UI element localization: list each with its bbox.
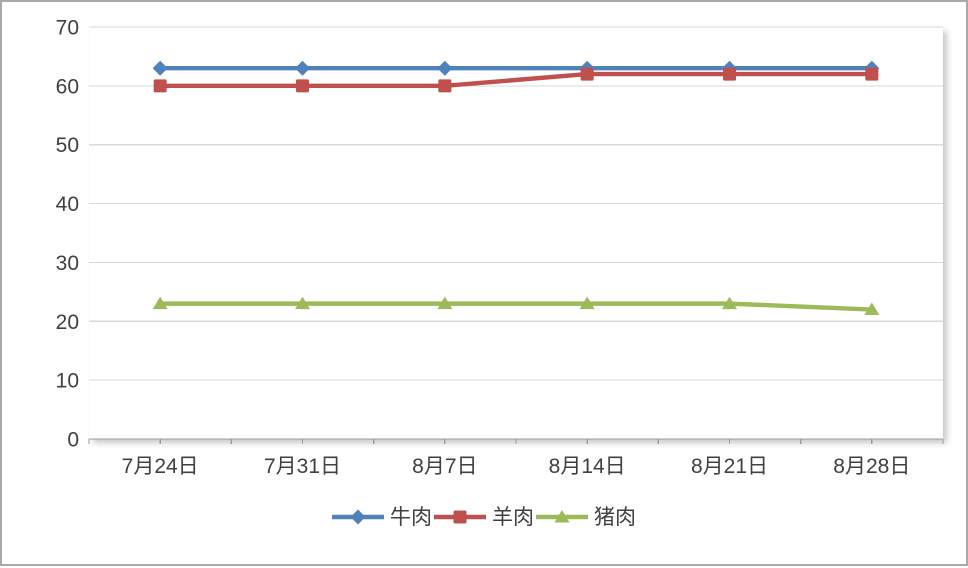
y-axis-tick-label: 50 bbox=[56, 134, 79, 157]
plot-area bbox=[89, 27, 943, 439]
y-axis-tick-label: 70 bbox=[56, 17, 79, 40]
diamond-marker-icon bbox=[350, 509, 366, 525]
legend-item-牛肉: 牛肉 bbox=[332, 507, 432, 528]
square-marker-icon bbox=[865, 67, 879, 81]
triangle-marker-icon bbox=[295, 296, 310, 310]
square-marker-icon bbox=[438, 79, 452, 93]
triangle-marker-icon bbox=[722, 296, 737, 310]
x-axis-tick-label: 7月31日 bbox=[264, 455, 341, 478]
square-marker-icon bbox=[296, 79, 309, 93]
square-marker-icon bbox=[453, 510, 467, 524]
y-axis-tick-label: 20 bbox=[56, 311, 79, 334]
diamond-marker-icon bbox=[295, 60, 310, 76]
series-羊肉 bbox=[153, 67, 879, 93]
legend-label: 羊肉 bbox=[492, 505, 534, 529]
square-marker-icon bbox=[153, 79, 167, 93]
y-axis-tick-label: 0 bbox=[67, 429, 79, 452]
diamond-marker-icon bbox=[437, 60, 453, 76]
legend-item-猪肉: 猪肉 bbox=[536, 507, 636, 528]
diamond-marker-icon bbox=[332, 509, 384, 525]
legend-item-羊肉: 羊肉 bbox=[434, 507, 534, 528]
series-猪肉 bbox=[152, 296, 880, 316]
triangle-marker-icon bbox=[536, 510, 588, 523]
triangle-marker-icon bbox=[864, 302, 880, 316]
series-line bbox=[160, 301, 872, 312]
legend-label: 牛肉 bbox=[390, 505, 432, 529]
triangle-marker-icon bbox=[437, 296, 453, 310]
x-axis-tick-label: 8月21日 bbox=[691, 455, 768, 478]
triangle-marker-icon bbox=[554, 510, 570, 523]
y-axis-tick-label: 10 bbox=[56, 370, 79, 393]
chart-legend: 牛肉 羊肉 猪肉 bbox=[2, 501, 966, 533]
x-axis-tick-label: 8月14日 bbox=[549, 455, 626, 478]
diamond-marker-icon bbox=[152, 60, 168, 76]
y-axis-tick-label: 30 bbox=[56, 252, 79, 275]
square-marker-icon bbox=[723, 67, 736, 81]
x-axis-tick-label: 8月28日 bbox=[833, 455, 910, 478]
square-marker-icon bbox=[580, 67, 594, 81]
y-axis-tick-label: 60 bbox=[56, 75, 79, 98]
triangle-marker-icon bbox=[152, 296, 168, 310]
x-axis-tick-label: 7月24日 bbox=[122, 455, 199, 478]
y-axis-tick-label: 40 bbox=[56, 193, 79, 216]
square-marker-icon bbox=[434, 510, 486, 524]
legend-label: 猪肉 bbox=[594, 505, 636, 529]
series-line bbox=[160, 71, 872, 89]
x-axis-tick-label: 8月7日 bbox=[412, 455, 477, 478]
triangle-marker-icon bbox=[579, 296, 595, 310]
